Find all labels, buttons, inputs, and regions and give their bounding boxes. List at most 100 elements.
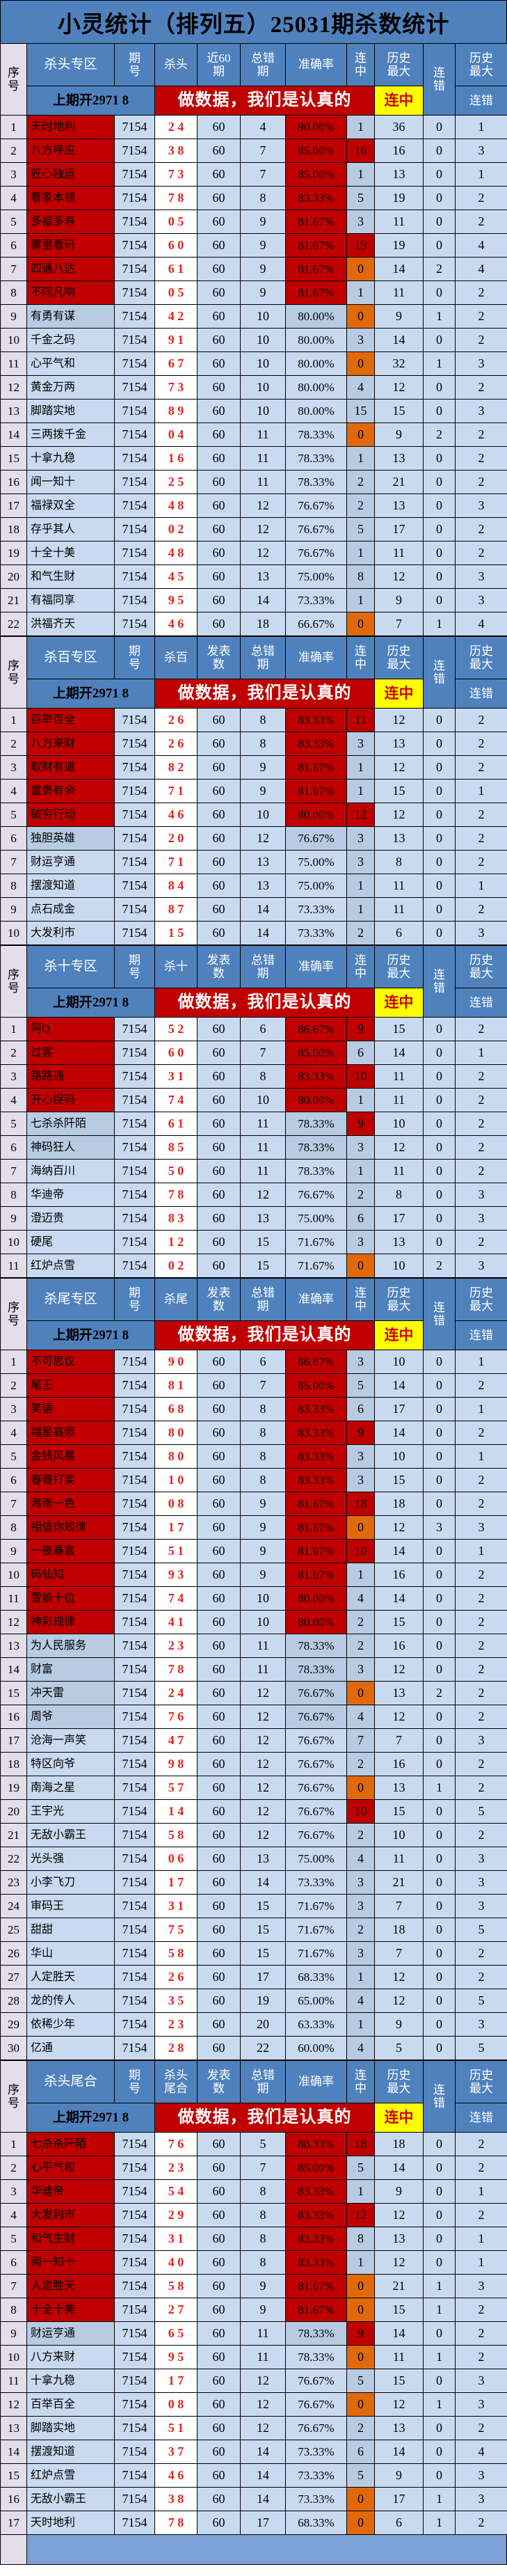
streak-hit-header: 连 中 bbox=[346, 636, 375, 679]
publish-count-cell: 60 bbox=[197, 115, 241, 139]
streak-miss-cell: 0 bbox=[423, 162, 456, 187]
count-header: 发表 数 bbox=[197, 636, 241, 679]
name-cell: 大发利市 bbox=[26, 921, 115, 945]
kill-cell: 4 2 bbox=[154, 304, 198, 329]
wrong-count-cell: 18 bbox=[240, 612, 286, 636]
max-hit-cell: 13 bbox=[374, 2227, 424, 2251]
max-hit-cell: 8 bbox=[374, 1183, 424, 1207]
accuracy-cell: 71.67% bbox=[285, 1941, 347, 1966]
wrong-count-cell: 5 bbox=[240, 2132, 286, 2156]
streak-hit-cell: 0 bbox=[346, 2345, 375, 2369]
max-miss-header: 历史 最大 bbox=[455, 43, 507, 86]
count-header: 近60 期 bbox=[197, 43, 241, 86]
seq-cell: 4 bbox=[0, 1088, 27, 1112]
accuracy-cell: 83.33% bbox=[285, 732, 347, 756]
accuracy-cell: 80.00% bbox=[285, 304, 347, 329]
table-row: 19 十全十美 7154 4 8 60 12 76.67% 1 11 0 2 bbox=[0, 541, 507, 565]
kill-cell: 1 7 bbox=[154, 2369, 198, 2393]
streak-miss-cell: 1 bbox=[423, 2274, 456, 2298]
period-cell: 7154 bbox=[114, 375, 155, 400]
wrong-count-cell: 14 bbox=[240, 2440, 286, 2464]
max-hit-cell: 21 bbox=[374, 1870, 424, 1895]
name-cell: 百举百全 bbox=[26, 2392, 115, 2417]
max-hit-cell: 10 bbox=[374, 1254, 424, 1278]
name-cell: 冲天雷 bbox=[26, 1681, 115, 1705]
table-row: 12 黄金万两 7154 7 3 60 10 80.00% 4 12 0 2 bbox=[0, 375, 507, 400]
max-miss-cell: 2 bbox=[455, 1468, 507, 1492]
table-row: 5 七杀杀阡陌 7154 6 1 60 11 78.33% 9 10 0 2 bbox=[0, 1112, 507, 1136]
name-cell: 脚踏实地 bbox=[26, 2416, 115, 2440]
accuracy-cell: 81.67% bbox=[285, 779, 347, 803]
seq-cell: 1 bbox=[0, 1017, 27, 1041]
streak-miss-cell: 0 bbox=[423, 1444, 456, 1469]
max-miss-cell: 3 bbox=[455, 1870, 507, 1895]
table-row: 4 开心捉码 7154 7 4 60 10 80.00% 1 11 0 2 bbox=[0, 1088, 507, 1112]
accuracy-cell: 71.67% bbox=[285, 1254, 347, 1278]
wrong-count-cell: 7 bbox=[240, 162, 286, 187]
streak-miss-cell: 1 bbox=[423, 351, 456, 376]
max-miss-cell: 3 bbox=[455, 921, 507, 945]
wrong-count-cell: 11 bbox=[240, 1112, 286, 1136]
table-row: 11 红炉点雪 7154 0 2 60 15 71.67% 0 10 2 3 bbox=[0, 1254, 507, 1278]
kill-cell: 7 6 bbox=[154, 2132, 198, 2156]
seq-cell: 23 bbox=[0, 1870, 27, 1895]
streak-hit-cell: 0 bbox=[346, 304, 375, 329]
accuracy-cell: 76.67% bbox=[285, 541, 347, 565]
streak-hit-cell: 8 bbox=[346, 2227, 375, 2251]
streak-miss-cell: 0 bbox=[423, 446, 456, 471]
kill-cell: 6 0 bbox=[154, 233, 198, 258]
streak-miss-cell: 0 bbox=[423, 1230, 456, 1254]
wrong-count-cell: 12 bbox=[240, 2369, 286, 2393]
publish-count-cell: 60 bbox=[197, 162, 241, 187]
publish-count-cell: 60 bbox=[197, 351, 241, 376]
name-cell: 脚踏实地 bbox=[26, 399, 115, 423]
publish-count-cell: 60 bbox=[197, 1634, 241, 1658]
accuracy-cell: 85.00% bbox=[285, 139, 347, 163]
kill-cell: 2 4 bbox=[154, 1681, 198, 1705]
max-hit-header: 历史 最大 bbox=[374, 1278, 424, 1321]
kill-cell: 7 4 bbox=[154, 1088, 198, 1112]
name-cell: 十拿九稳 bbox=[26, 2369, 115, 2393]
max-hit-cell: 11 bbox=[374, 1064, 424, 1089]
kill-cell: 8 9 bbox=[154, 399, 198, 423]
table-row: 10 大发利市 7154 1 5 60 14 73.33% 2 6 0 3 bbox=[0, 921, 507, 945]
table-row: 29 依稀少年 7154 2 3 60 20 63.33% 1 9 0 3 bbox=[0, 2012, 507, 2037]
publish-count-cell: 60 bbox=[197, 422, 241, 447]
max-hit-cell: 32 bbox=[374, 351, 424, 376]
table-row: 10 硬尾 7154 1 2 60 15 71.67% 3 13 0 2 bbox=[0, 1230, 507, 1254]
last-draw-cell: 上期开2971 8 bbox=[26, 2103, 155, 2133]
seq-cell: 6 bbox=[0, 1468, 27, 1492]
period-cell: 7154 bbox=[114, 2132, 155, 2156]
max-hit-cell: 7 bbox=[374, 1941, 424, 1966]
accuracy-cell: 78.33% bbox=[285, 2345, 347, 2369]
table-row: 15 红炉点雪 7154 4 6 60 14 73.33% 5 9 0 3 bbox=[0, 2463, 507, 2488]
streak-miss-cell: 0 bbox=[423, 564, 456, 589]
streak-hit-cell: 1 bbox=[346, 115, 375, 139]
max-miss-cell: 2 bbox=[455, 541, 507, 565]
publish-count-cell: 60 bbox=[197, 2440, 241, 2464]
max-miss-cell: 2 bbox=[455, 422, 507, 447]
streak-hit-cell: 3 bbox=[346, 1350, 375, 1374]
kill-cell: 2 3 bbox=[154, 2012, 198, 2037]
max-miss-cell: 2 bbox=[455, 897, 507, 922]
table-row: 9 澄迈贵 7154 8 3 60 13 75.00% 6 17 0 3 bbox=[0, 1206, 507, 1231]
name-cell: 有勇有谋 bbox=[26, 304, 115, 329]
streak-hit-header: 连 中 bbox=[346, 2060, 375, 2103]
max-hit-cell: 11 bbox=[374, 280, 424, 305]
accuracy-cell: 76.67% bbox=[285, 2369, 347, 2393]
streak-hit-cell: 2 bbox=[346, 1823, 375, 1847]
period-cell: 7154 bbox=[114, 1492, 155, 1516]
table-row: 21 有福同享 7154 9 5 60 14 73.33% 1 9 0 3 bbox=[0, 588, 507, 613]
streak-miss-cell: 0 bbox=[423, 1373, 456, 1398]
kill-cell: 2 3 bbox=[154, 2156, 198, 2180]
publish-count-cell: 60 bbox=[197, 732, 241, 756]
streak-hit-cell: 3 bbox=[346, 1894, 375, 1918]
seq-cell: 4 bbox=[0, 779, 27, 803]
streak-miss-cell: 0 bbox=[423, 1421, 456, 1445]
accuracy-cell: 78.33% bbox=[285, 1634, 347, 1658]
publish-count-cell: 60 bbox=[197, 2369, 241, 2393]
max-hit-cell: 15 bbox=[374, 1468, 424, 1492]
publish-count-cell: 60 bbox=[197, 2012, 241, 2037]
table-row: 7 海南一色 7154 0 8 60 9 81.67% 18 18 0 2 bbox=[0, 1492, 507, 1516]
kill-cell: 4 1 bbox=[154, 1610, 198, 1634]
